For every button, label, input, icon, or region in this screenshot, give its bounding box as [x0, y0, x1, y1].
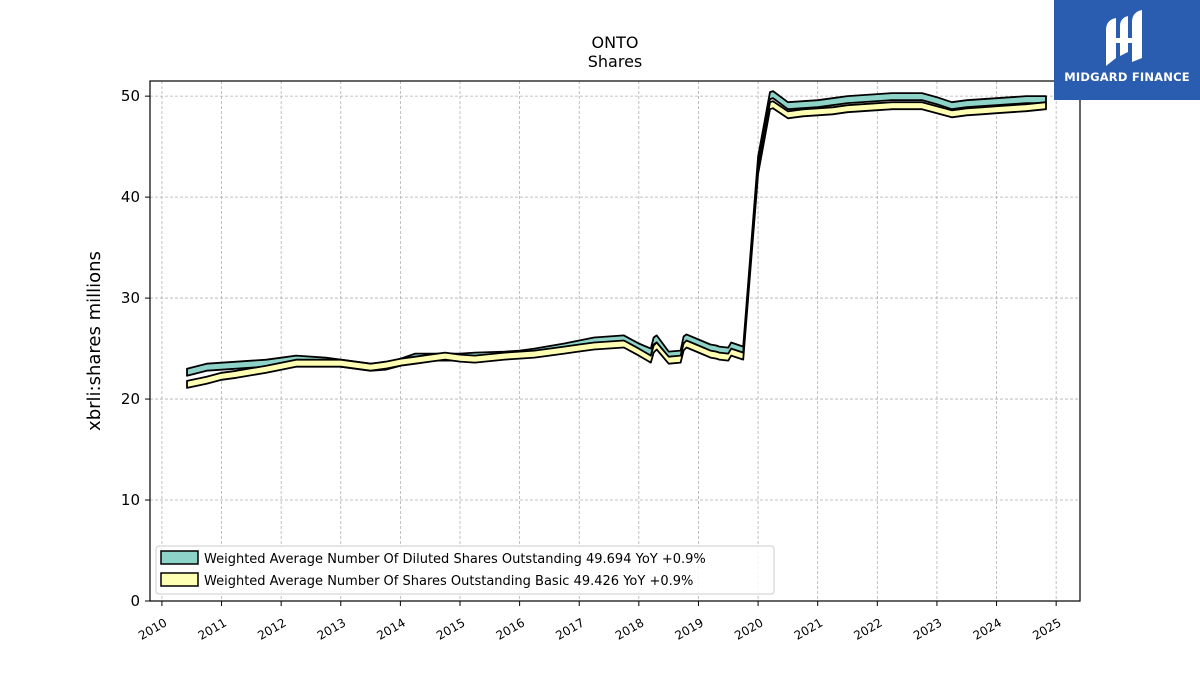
legend-box: [155, 545, 775, 595]
x-tick-label: 2019: [673, 615, 706, 642]
x-tick-label: 2011: [196, 615, 229, 642]
logo-text: MIDGARD FINANCE: [1064, 70, 1190, 84]
x-tick-label: 2013: [315, 615, 348, 642]
y-tick-label: 0: [130, 592, 140, 610]
x-tick-label: 2023: [911, 615, 944, 642]
y-tick-label: 40: [121, 188, 140, 206]
logo-mark-icon: [1106, 10, 1142, 66]
y-tick-label: 30: [121, 289, 140, 307]
x-tick-label: 2014: [374, 615, 407, 642]
series-layer: [186, 90, 1047, 389]
chart-subtitle: Shares: [588, 52, 643, 71]
legend-label-diluted: Weighted Average Number Of Diluted Share…: [204, 552, 706, 567]
y-tick-label: 50: [121, 87, 140, 105]
plot-frame: [149, 80, 1081, 602]
x-tick-label: 2010: [136, 615, 169, 642]
legend: Weighted Average Number Of Diluted Share…: [155, 545, 775, 595]
x-tick-label: 2015: [434, 615, 467, 642]
x-axis: 2010 2011 2012 2013 2014 2015 2016 2017 2018 2019…: [136, 601, 1064, 643]
x-tick-label: 2025: [1030, 615, 1063, 642]
x-tick-label: 2021: [792, 615, 825, 642]
midgard-finance-logo: MIDGARD FINANCE: [1054, 0, 1200, 100]
x-tick-label: 2017: [553, 615, 586, 642]
x-tick-label: 2016: [494, 615, 527, 642]
y-tick-label: 20: [121, 390, 140, 408]
series-band-1: [186, 100, 1047, 389]
x-tick-label: 2018: [613, 615, 646, 642]
y-axis: 0 10 20 30 40 50: [121, 87, 150, 610]
x-tick-label: 2020: [732, 615, 765, 642]
legend-swatch-basic: [160, 572, 199, 587]
x-tick-label: 2022: [851, 615, 884, 642]
legend-label-basic: Weighted Average Number Of Shares Outsta…: [204, 574, 693, 589]
series-band-0: [186, 90, 1047, 377]
y-axis-label: xbrli:shares millions: [84, 251, 105, 431]
x-tick-label: 2024: [971, 615, 1004, 642]
chart-title: ONTO: [592, 33, 639, 52]
legend-swatch-diluted: [160, 550, 199, 565]
x-tick-label: 2012: [255, 615, 288, 642]
y-tick-label: 10: [121, 491, 140, 509]
